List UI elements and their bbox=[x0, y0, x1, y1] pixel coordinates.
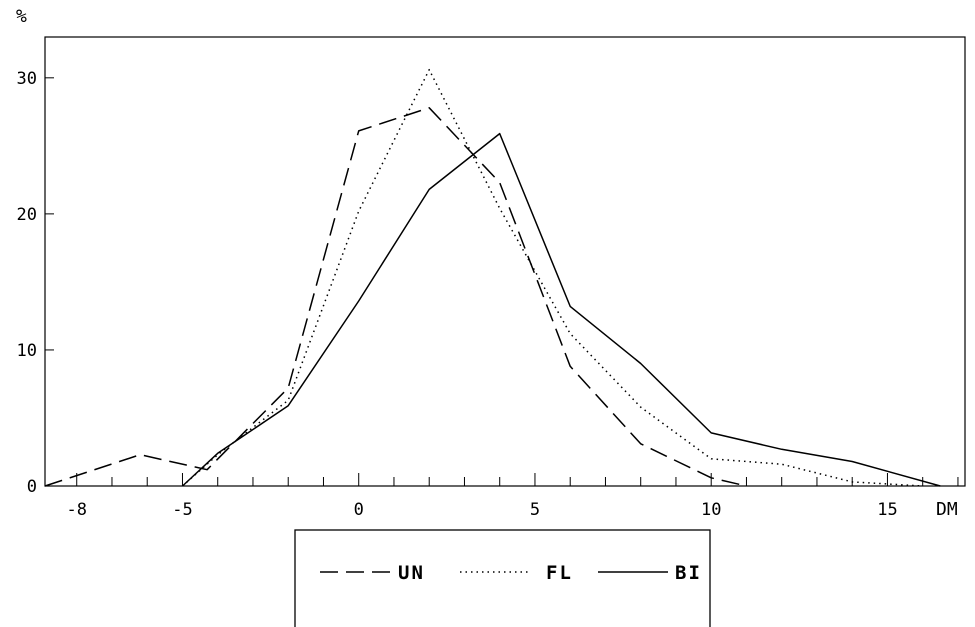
x-tick-label: 0 bbox=[354, 500, 364, 520]
series-layer bbox=[44, 68, 941, 487]
axes: -8 -5 0 5 10 15 0 10 20 30% DM bbox=[16, 6, 966, 520]
y-tick-label: 30 bbox=[17, 69, 37, 89]
series-line-bi bbox=[181, 132, 941, 487]
x-tick-label: 15 bbox=[877, 500, 897, 520]
x-axis-label: DM bbox=[936, 499, 958, 520]
plot-frame bbox=[44, 36, 966, 487]
legend-label-bi: BI bbox=[675, 562, 702, 584]
x-tick-label: -8 bbox=[66, 500, 86, 520]
y-axis-label: % bbox=[16, 6, 27, 27]
series-line-fl bbox=[182, 68, 923, 487]
x-tick-label: 10 bbox=[701, 500, 721, 520]
y-tick-label: 0 bbox=[27, 477, 37, 497]
legend-label-un: UN bbox=[398, 562, 425, 584]
x-tick-label: 5 bbox=[530, 500, 540, 520]
y-tick-label: 20 bbox=[17, 205, 37, 225]
legend-box bbox=[294, 529, 711, 627]
legend-label-fl: FL bbox=[546, 562, 573, 584]
x-tick-label: -5 bbox=[172, 500, 192, 520]
series-line-un bbox=[44, 107, 747, 487]
legend: UN FL BI bbox=[294, 529, 711, 627]
y-tick-label: 10 bbox=[17, 341, 37, 361]
